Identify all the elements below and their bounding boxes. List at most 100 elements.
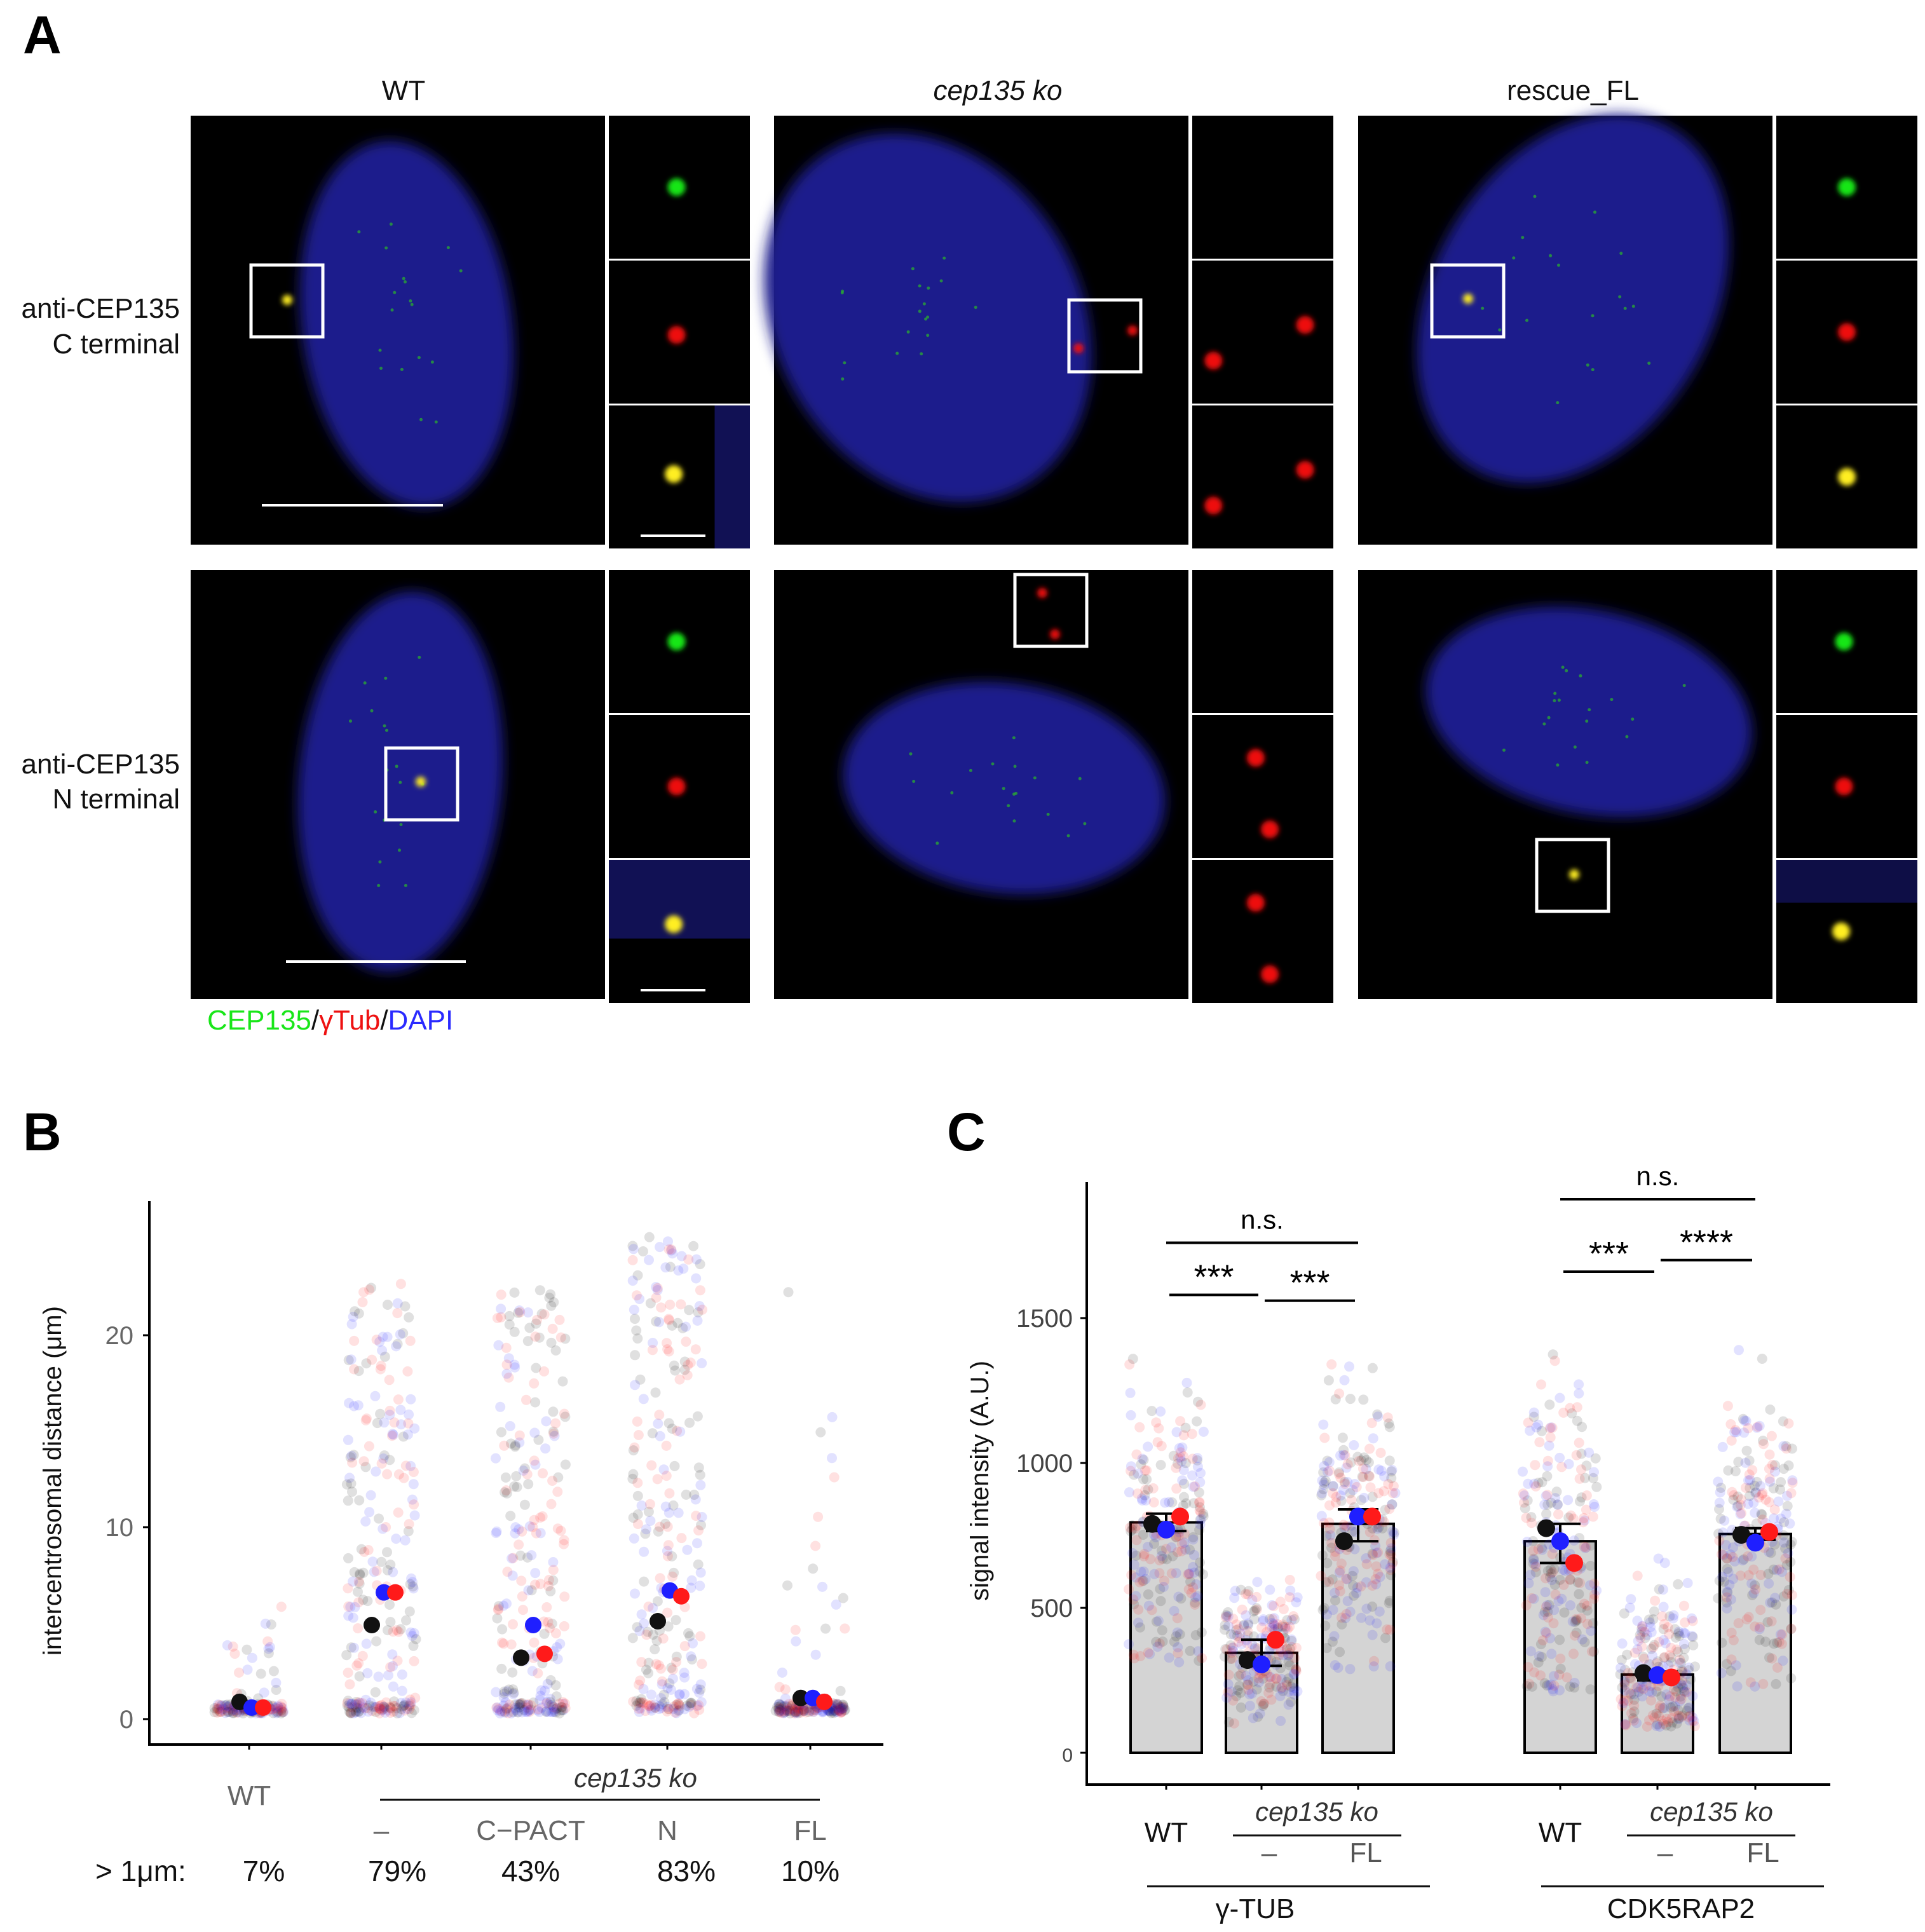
chart-b-point [367, 1706, 378, 1717]
chart-c-point [1745, 1483, 1755, 1493]
chart-c-point [1535, 1670, 1546, 1681]
chart-c-point [1770, 1593, 1780, 1603]
chart-c-point [1151, 1417, 1162, 1428]
chart-c-point [1195, 1467, 1206, 1478]
chart-b-point [631, 1290, 642, 1301]
chart-c-point [1563, 1459, 1574, 1469]
zoom-box [1535, 838, 1610, 913]
chart-b-point [395, 1405, 406, 1415]
chart-b-y-tick-label: 10 [105, 1514, 134, 1542]
chart-c-point [1342, 1574, 1352, 1584]
chart-b-point [388, 1681, 398, 1692]
chart-c-point [1655, 1701, 1666, 1711]
chart-c-point [1384, 1418, 1394, 1429]
chart-b-point [403, 1418, 414, 1429]
chart-b-point [675, 1426, 686, 1437]
chart-c-point [1345, 1394, 1356, 1405]
speckle [895, 351, 899, 355]
chart-c-point [1223, 1679, 1234, 1690]
chart-b-point [790, 1706, 801, 1717]
speckle [418, 655, 421, 659]
chart-c-point [1659, 1703, 1670, 1713]
chart-b-point [796, 1707, 806, 1718]
chart-c-point [1687, 1613, 1697, 1624]
chart-b-point [509, 1287, 520, 1298]
chart-b-summary-value: 83% [657, 1854, 716, 1888]
chart-c-point [1192, 1455, 1202, 1466]
chart-c-point [1619, 1677, 1630, 1688]
chart-c-point [1198, 1511, 1209, 1521]
chart-c-point [1749, 1480, 1760, 1491]
chart-c-point [1235, 1702, 1246, 1713]
chart-c-point [1356, 1612, 1366, 1623]
speckle [417, 356, 421, 360]
chart-c-point [1631, 1718, 1642, 1729]
chart-b-point [408, 1583, 419, 1594]
chart-b-point [630, 1588, 640, 1599]
chart-b-point [540, 1443, 551, 1454]
chart-b-point [508, 1684, 519, 1695]
chart-b-point [633, 1697, 644, 1708]
chart-c-point [1289, 1683, 1300, 1694]
chart-c-point [1195, 1502, 1205, 1513]
chart-c-point [1741, 1445, 1752, 1456]
chart-b-point [831, 1599, 841, 1610]
chart-b-point [517, 1591, 527, 1602]
chart-c-point [1629, 1700, 1640, 1711]
chart-b-point [496, 1289, 507, 1300]
speckle [939, 279, 943, 283]
chart-b-point [695, 1259, 705, 1270]
chart-b-point [500, 1697, 511, 1708]
chart-b-point [385, 1703, 396, 1713]
chart-b-point [405, 1701, 416, 1711]
chart-b-point [501, 1598, 512, 1609]
chart-b-point [554, 1708, 565, 1718]
chart-b-point [810, 1704, 820, 1715]
inset-nucleus [714, 405, 750, 548]
speckle [1498, 328, 1502, 332]
chart-c-point [1786, 1623, 1797, 1634]
chart-b-point [627, 1473, 638, 1484]
chart-c-point [1358, 1472, 1369, 1483]
chart-b-point [276, 1703, 287, 1713]
chart-c-point [1651, 1708, 1662, 1719]
chart-b-point [666, 1663, 677, 1673]
chart-c-category-label: FL [1349, 1837, 1382, 1868]
chart-b-point [654, 1410, 665, 1420]
speckle [1586, 363, 1589, 367]
chart-c-point [1576, 1602, 1587, 1613]
chart-c-point [1619, 1675, 1630, 1686]
speckle [1561, 665, 1565, 669]
chart-b-point [829, 1472, 840, 1483]
chart-b-point [781, 1701, 792, 1711]
chart-b-point [798, 1704, 809, 1715]
chart-c-point [1345, 1607, 1356, 1617]
chart-b-point [357, 1650, 368, 1661]
chart-c-point [1282, 1615, 1293, 1626]
chart-c-point [1675, 1691, 1686, 1702]
chart-b-point [343, 1696, 353, 1706]
chart-c-point [1383, 1479, 1394, 1490]
chart-b-point [653, 1418, 663, 1429]
chart-c-point [1242, 1626, 1253, 1636]
speckle [395, 765, 398, 768]
chart-b-point [774, 1699, 785, 1710]
chart-c-point [1319, 1603, 1330, 1614]
chart-c-point [1651, 1658, 1662, 1668]
chart-b-point [636, 1694, 647, 1704]
chart-c-point [1152, 1437, 1163, 1448]
chart-c-point [1198, 1509, 1209, 1519]
chart-b-point [634, 1703, 644, 1714]
chart-c-point [1636, 1626, 1647, 1637]
chart-b-point [263, 1643, 274, 1654]
chart-b-point [508, 1689, 519, 1699]
chart-c-point [1781, 1588, 1792, 1599]
chart-c-point [1558, 1579, 1569, 1590]
chart-b-point [373, 1671, 384, 1682]
chart-c-point [1565, 1682, 1575, 1692]
chart-c-point [1570, 1616, 1581, 1626]
chart-c-point [1629, 1694, 1640, 1705]
chart-c-point [1738, 1554, 1749, 1565]
chart-c-point [1318, 1467, 1329, 1478]
chart-c-point [1356, 1495, 1366, 1506]
